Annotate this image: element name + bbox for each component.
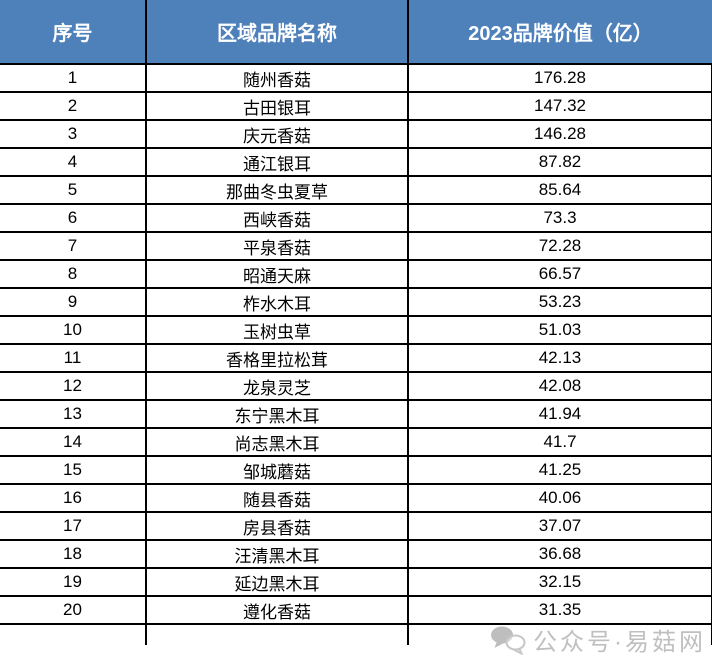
brand-name-cell: 龙泉灵芝 (145, 371, 409, 401)
table-row: 20 遵化香菇 31.35 (0, 595, 712, 625)
rank-cell: 2 (0, 91, 147, 121)
brand-value-cell: 87.82 (407, 147, 712, 177)
brand-name-cell: 平泉香菇 (145, 231, 409, 261)
brand-value-cell: 73.3 (407, 203, 712, 233)
rank-cell: 12 (0, 371, 147, 401)
brand-name-cell: 玉树虫草 (145, 315, 409, 345)
rank-cell: 18 (0, 539, 147, 569)
rank-cell: 17 (0, 511, 147, 541)
brand-value-cell: 72.28 (407, 231, 712, 261)
table-row: 15 邹城蘑菇 41.25 (0, 455, 712, 485)
rank-cell: 3 (0, 119, 147, 149)
rank-cell: 19 (0, 567, 147, 597)
table-row: 18 汪清黑木耳 36.68 (0, 539, 712, 569)
rank-cell: 20 (0, 595, 147, 625)
brand-value-cell: 41.7 (407, 427, 712, 457)
table-row: 3 庆元香菇 146.28 (0, 119, 712, 149)
brand-value-cell: 147.32 (407, 91, 712, 121)
brand-value-cell: 85.64 (407, 175, 712, 205)
rank-cell: 11 (0, 343, 147, 373)
table-row: 5 那曲冬虫夏草 85.64 (0, 175, 712, 205)
rank-cell: 14 (0, 427, 147, 457)
table-row: 14 尚志黑木耳 41.7 (0, 427, 712, 457)
table-row: 16 随县香菇 40.06 (0, 483, 712, 513)
brand-value-cell: 32.15 (407, 567, 712, 597)
brand-value-cell: 40.06 (407, 483, 712, 513)
brand-name-cell: 延边黑木耳 (145, 567, 409, 597)
rank-cell: 6 (0, 203, 147, 233)
rank-cell: 8 (0, 259, 147, 289)
header-row: 序号 区域品牌名称 2023品牌价值（亿） (0, 0, 712, 65)
table-row: 9 柞水木耳 53.23 (0, 287, 712, 317)
col-header-brand: 区域品牌名称 (145, 0, 409, 65)
rank-cell: 13 (0, 399, 147, 429)
rank-cell: 15 (0, 455, 147, 485)
col-header-value: 2023品牌价值（亿） (407, 0, 712, 65)
table-row: 12 龙泉灵芝 42.08 (0, 371, 712, 401)
stub-cell (0, 623, 147, 645)
brand-value-cell: 37.07 (407, 511, 712, 541)
table-row: 8 昭通天麻 66.57 (0, 259, 712, 289)
table-row: 11 香格里拉松茸 42.13 (0, 343, 712, 373)
table-row: 6 西峡香菇 73.3 (0, 203, 712, 233)
col-header-rank: 序号 (0, 0, 147, 65)
stub-cell (145, 623, 409, 645)
clipped-partial-row (0, 623, 712, 645)
brand-name-cell: 尚志黑木耳 (145, 427, 409, 457)
rank-cell: 10 (0, 315, 147, 345)
brand-value-cell: 51.03 (407, 315, 712, 345)
brand-name-cell: 昭通天麻 (145, 259, 409, 289)
brand-name-cell: 房县香菇 (145, 511, 409, 541)
brand-value-cell: 41.94 (407, 399, 712, 429)
table-row: 13 东宁黑木耳 41.94 (0, 399, 712, 429)
brand-name-cell: 通江银耳 (145, 147, 409, 177)
brand-name-cell: 随县香菇 (145, 483, 409, 513)
rank-cell: 7 (0, 231, 147, 261)
table-row: 1 随州香菇 176.28 (0, 63, 712, 93)
table-row: 4 通江银耳 87.82 (0, 147, 712, 177)
brand-value-cell: 36.68 (407, 539, 712, 569)
rank-cell: 16 (0, 483, 147, 513)
brand-name-cell: 那曲冬虫夏草 (145, 175, 409, 205)
table-body: 1 随州香菇 176.28 2 古田银耳 147.32 3 庆元香菇 146.2… (0, 63, 712, 625)
brand-value-cell: 42.08 (407, 371, 712, 401)
brand-value-cell: 66.57 (407, 259, 712, 289)
brand-name-cell: 庆元香菇 (145, 119, 409, 149)
table-row: 10 玉树虫草 51.03 (0, 315, 712, 345)
brand-value-cell: 41.25 (407, 455, 712, 485)
brand-value-cell: 176.28 (407, 63, 712, 93)
table-row: 17 房县香菇 37.07 (0, 511, 712, 541)
brand-name-cell: 遵化香菇 (145, 595, 409, 625)
table-row: 19 延边黑木耳 32.15 (0, 567, 712, 597)
brand-value-cell: 42.13 (407, 343, 712, 373)
rank-cell: 5 (0, 175, 147, 205)
rank-cell: 4 (0, 147, 147, 177)
table-row: 2 古田银耳 147.32 (0, 91, 712, 121)
brand-name-cell: 汪清黑木耳 (145, 539, 409, 569)
brand-name-cell: 随州香菇 (145, 63, 409, 93)
brand-value-cell: 146.28 (407, 119, 712, 149)
brand-name-cell: 东宁黑木耳 (145, 399, 409, 429)
rank-cell: 9 (0, 287, 147, 317)
brand-name-cell: 西峡香菇 (145, 203, 409, 233)
brand-name-cell: 香格里拉松茸 (145, 343, 409, 373)
brand-value-table: 序号 区域品牌名称 2023品牌价值（亿） 1 随州香菇 176.28 2 古田… (0, 0, 712, 645)
table-row: 7 平泉香菇 72.28 (0, 231, 712, 261)
brand-name-cell: 柞水木耳 (145, 287, 409, 317)
brand-name-cell: 古田银耳 (145, 91, 409, 121)
rank-cell: 1 (0, 63, 147, 93)
brand-value-cell: 31.35 (407, 595, 712, 625)
brand-value-cell: 53.23 (407, 287, 712, 317)
brand-name-cell: 邹城蘑菇 (145, 455, 409, 485)
stub-cell (407, 623, 712, 645)
